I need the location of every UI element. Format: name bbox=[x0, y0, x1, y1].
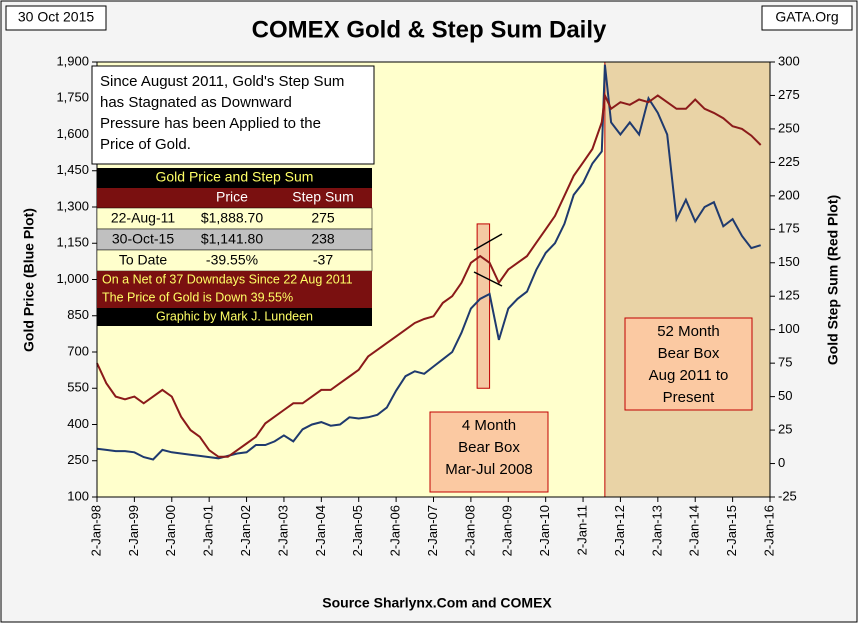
y-tick-label: 550 bbox=[67, 380, 89, 395]
y-tick-label: 100 bbox=[67, 488, 89, 503]
x-tick-label: 2-Jan-03 bbox=[275, 505, 290, 556]
y2-tick-label: 150 bbox=[778, 254, 800, 269]
chart-title: COMEX Gold & Step Sum Daily bbox=[252, 16, 607, 43]
series-line bbox=[96, 91, 762, 458]
note-line: Price of Gold. bbox=[100, 136, 191, 153]
table-header: Step Sum bbox=[292, 189, 353, 205]
table-cell: $1,141.80 bbox=[201, 231, 263, 247]
table-cell: $1,888.70 bbox=[201, 210, 263, 226]
y-tick-label: 850 bbox=[67, 307, 89, 322]
x-tick-label: 2-Jan-09 bbox=[500, 505, 515, 556]
table-note: On a Net of 37 Downdays Since 22 Aug 201… bbox=[102, 272, 353, 286]
source-box bbox=[761, 5, 853, 31]
x-tick-label: 2-Jan-00 bbox=[163, 505, 178, 556]
y2-tick-label: 100 bbox=[778, 321, 800, 336]
table-cell: 275 bbox=[311, 210, 335, 226]
table-notes-bg bbox=[97, 271, 372, 308]
date: 30 Oct 2015 bbox=[18, 9, 94, 25]
table-credit: Graphic by Mark J. Lundeen bbox=[156, 309, 313, 323]
y2-tick-label: 225 bbox=[778, 154, 800, 169]
x-tick-label: 2-Jan-13 bbox=[649, 505, 664, 556]
y-tick-label: 400 bbox=[67, 416, 89, 431]
trend-mark bbox=[473, 233, 503, 251]
date-box bbox=[5, 5, 107, 31]
bear-box-label: Present bbox=[663, 389, 716, 406]
y2-axis-title: Gold Step Sum (Red Plot) bbox=[825, 195, 841, 365]
bear-box bbox=[604, 62, 770, 497]
note-line: Pressure has been Applied to the bbox=[100, 115, 321, 132]
y-axis-title: Gold Price (Blue Plot) bbox=[21, 208, 37, 352]
table-cell: 238 bbox=[311, 231, 335, 247]
y-tick-label: 1,000 bbox=[56, 271, 89, 286]
y-tick-label: 1,600 bbox=[56, 126, 89, 141]
y2-tick-label: 50 bbox=[778, 388, 792, 403]
x-tick-label: 2-Jan-10 bbox=[537, 505, 552, 556]
x-tick-label: 2-Jan-06 bbox=[388, 505, 403, 556]
y-tick-label: 1,300 bbox=[56, 198, 89, 213]
x-tick-label: 2-Jan-99 bbox=[126, 505, 141, 556]
bear-box-label: 4 Month bbox=[462, 417, 516, 434]
x-tick-label: 2-Jan-08 bbox=[462, 505, 477, 556]
bear-box-label: Mar-Jul 2008 bbox=[445, 461, 533, 478]
y2-tick-label: 25 bbox=[778, 422, 792, 437]
table-cell: -37 bbox=[313, 252, 333, 268]
bear-box-label-box bbox=[624, 317, 753, 411]
y2-tick-label: 250 bbox=[778, 120, 800, 135]
y-tick-label: 1,150 bbox=[56, 235, 89, 250]
x-tick-label: 2-Jan-01 bbox=[201, 505, 216, 556]
series-line bbox=[96, 64, 761, 461]
x-tick-label: 2-Jan-02 bbox=[238, 505, 253, 556]
note-box bbox=[91, 65, 375, 165]
y-tick-label: 250 bbox=[67, 452, 89, 467]
y2-tick-label: 200 bbox=[778, 187, 800, 202]
x-tick-label: 2-Jan-12 bbox=[612, 505, 627, 556]
bear-box-label: Aug 2011 to bbox=[649, 367, 729, 384]
y2-tick-label: 275 bbox=[778, 87, 800, 102]
x-tick-label: 2-Jan-07 bbox=[425, 505, 440, 556]
x-tick-label: 2-Jan-05 bbox=[350, 505, 365, 556]
y-tick-label: 700 bbox=[67, 343, 89, 358]
table-header-bg bbox=[97, 188, 372, 208]
x-axis-title: Source Sharlynx.Com and COMEX bbox=[322, 595, 552, 611]
table-cell: 30-Oct-15 bbox=[112, 231, 174, 247]
y2-tick-label: 175 bbox=[778, 221, 800, 236]
source: GATA.Org bbox=[775, 9, 838, 25]
table-title: Gold Price and Step Sum bbox=[156, 169, 314, 185]
x-tick-label: 2-Jan-11 bbox=[574, 505, 589, 555]
x-tick-label: 2-Jan-04 bbox=[313, 505, 328, 556]
bear-box-label: Bear Box bbox=[458, 439, 520, 456]
table-title-bg bbox=[97, 168, 372, 188]
note-line: Since August 2011, Gold's Step Sum bbox=[100, 73, 344, 90]
table-cell: To Date bbox=[119, 252, 167, 268]
x-tick-label: 2-Jan-15 bbox=[724, 505, 739, 556]
y-tick-label: 1,900 bbox=[56, 53, 89, 68]
x-tick-label: 2-Jan-14 bbox=[687, 505, 702, 556]
y2-tick-label: 75 bbox=[778, 355, 792, 370]
trend-mark bbox=[473, 271, 503, 287]
table-note: The Price of Gold is Down 39.55% bbox=[102, 290, 293, 304]
y2-tick-label: 125 bbox=[778, 288, 800, 303]
y2-tick-label: 300 bbox=[778, 53, 800, 68]
y-tick-label: 1,750 bbox=[56, 90, 89, 105]
table-cell: -39.55% bbox=[206, 252, 258, 268]
y-tick-label: 1,450 bbox=[56, 162, 89, 177]
y2-tick-label: 0 bbox=[778, 455, 785, 470]
x-tick-label: 2-Jan-16 bbox=[761, 505, 776, 556]
bear-box-label: Bear Box bbox=[658, 345, 720, 362]
y2-tick-label: -25 bbox=[778, 488, 797, 503]
table-credit-bg bbox=[97, 308, 372, 326]
table-header: Price bbox=[216, 189, 248, 205]
bear-box-label-box bbox=[429, 411, 549, 493]
x-tick-label: 2-Jan-98 bbox=[88, 505, 103, 556]
table-cell: 22-Aug-11 bbox=[111, 210, 176, 226]
note-line: has Stagnated as Downward bbox=[100, 94, 292, 111]
bear-box bbox=[476, 223, 491, 389]
bear-box-label: 52 Month bbox=[657, 323, 720, 340]
